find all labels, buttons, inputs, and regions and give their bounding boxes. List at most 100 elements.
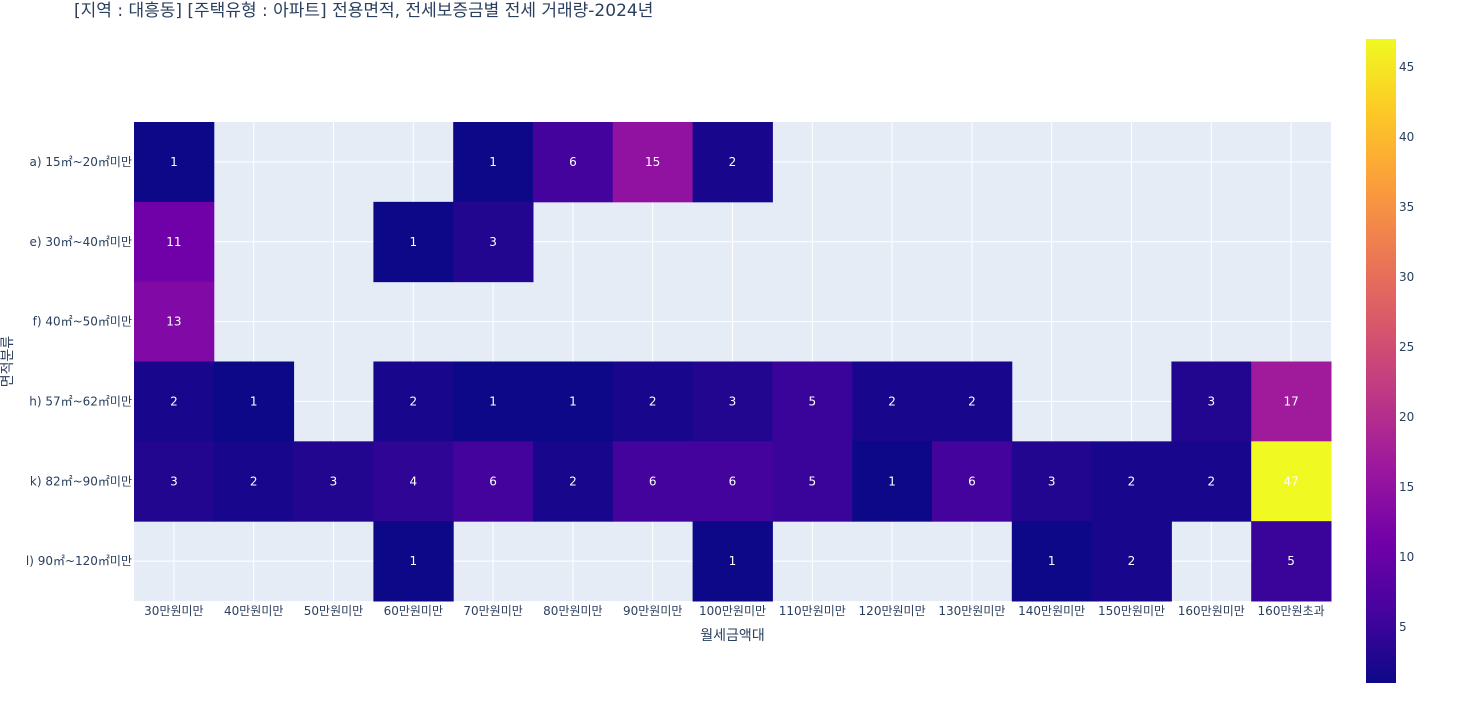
colorbar-tick-label: 45 bbox=[1399, 60, 1414, 74]
cell-value-label: 4 bbox=[409, 474, 417, 488]
cell-value-label: 6 bbox=[968, 474, 976, 488]
heatmap-cell bbox=[453, 361, 534, 442]
cell-value-label: 1 bbox=[409, 554, 417, 568]
heatmap-cell bbox=[453, 441, 534, 522]
cell-value-label: 1 bbox=[1048, 554, 1056, 568]
colorbar-tick-label: 20 bbox=[1399, 410, 1414, 424]
heatmap-cell bbox=[772, 441, 853, 522]
heatmap-cell bbox=[692, 361, 773, 442]
heatmap-cell bbox=[134, 281, 215, 362]
cell-value-label: 1 bbox=[250, 394, 258, 408]
y-tick-label: h) 57㎡~62㎡미만 bbox=[29, 394, 132, 408]
colorbar bbox=[1366, 39, 1396, 683]
cell-value-label: 15 bbox=[645, 155, 660, 169]
cell-value-label: 3 bbox=[330, 474, 338, 488]
cell-value-label: 11 bbox=[166, 235, 181, 249]
y-tick-label: k) 82㎡~90㎡미만 bbox=[30, 474, 132, 488]
y-tick-label: a) 15㎡~20㎡미만 bbox=[29, 155, 132, 169]
heatmap-cell bbox=[533, 122, 614, 203]
heatmap-cell bbox=[213, 441, 295, 522]
colorbar-tick-label: 40 bbox=[1399, 130, 1414, 144]
cell-value-label: 3 bbox=[170, 474, 178, 488]
heatmap-cell bbox=[1171, 441, 1252, 522]
heatmap-cell bbox=[1091, 441, 1172, 522]
cell-value-label: 6 bbox=[729, 474, 737, 488]
cell-value-label: 2 bbox=[1207, 474, 1215, 488]
x-tick-label: 50만원미만 bbox=[304, 604, 363, 618]
heatmap-cell bbox=[373, 361, 454, 442]
heatmap-cell bbox=[612, 122, 694, 203]
y-tick-label: f) 40㎡~50㎡미만 bbox=[33, 315, 132, 329]
x-tick-label: 70만원미만 bbox=[463, 604, 522, 618]
heatmap-cell bbox=[692, 122, 773, 203]
cell-value-label: 2 bbox=[729, 155, 737, 169]
heatmap-cell bbox=[1011, 441, 1093, 522]
heatmap-cell bbox=[772, 361, 853, 442]
cell-value-label: 5 bbox=[808, 474, 816, 488]
x-tick-label: 60만원미만 bbox=[384, 604, 443, 618]
heatmap-cell bbox=[1171, 361, 1252, 442]
heatmap-cell bbox=[1011, 521, 1093, 602]
heatmap-cell bbox=[852, 441, 933, 522]
cell-value-label: 1 bbox=[170, 155, 178, 169]
cell-value-label: 2 bbox=[1128, 474, 1136, 488]
cell-value-label: 1 bbox=[489, 155, 497, 169]
x-axis-ticks: 30만원미만 40만원미만 50만원미만 60만원미만 70만원미만 80만원미만 90만원… bbox=[144, 604, 1324, 618]
heatmap-cell bbox=[533, 441, 614, 522]
x-tick-label: 30만원미만 bbox=[144, 604, 203, 618]
heatmap-cell bbox=[134, 361, 215, 442]
heatmap-cell bbox=[453, 201, 534, 283]
colorbar-tick-label: 30 bbox=[1399, 270, 1414, 284]
cell-value-label: 3 bbox=[1207, 394, 1215, 408]
heatmap-cell bbox=[134, 122, 215, 203]
cell-value-label: 2 bbox=[569, 474, 577, 488]
y-tick-label: l) 90㎡~120㎡미만 bbox=[26, 554, 132, 568]
cell-value-label: 3 bbox=[1048, 474, 1056, 488]
cell-value-label: 5 bbox=[1287, 554, 1295, 568]
heatmap-cell bbox=[373, 521, 454, 602]
cell-value-label: 2 bbox=[968, 394, 976, 408]
colorbar-tick-label: 5 bbox=[1399, 620, 1407, 634]
x-tick-label: 150만원미만 bbox=[1098, 604, 1165, 618]
cell-value-label: 2 bbox=[250, 474, 258, 488]
heatmap-cell bbox=[692, 441, 773, 522]
cell-value-label: 2 bbox=[888, 394, 896, 408]
cell-value-label: 17 bbox=[1283, 394, 1298, 408]
cell-value-label: 13 bbox=[166, 315, 181, 329]
x-tick-label: 80만원미만 bbox=[543, 604, 602, 618]
cell-value-label: 6 bbox=[569, 155, 577, 169]
x-axis-title: 월세금액대 bbox=[700, 628, 764, 644]
cell-value-label: 47 bbox=[1283, 474, 1298, 488]
cell-value-label: 2 bbox=[170, 394, 178, 408]
cell-value-label: 3 bbox=[489, 235, 497, 249]
cell-value-label: 5 bbox=[808, 394, 816, 408]
x-tick-label: 40만원미만 bbox=[224, 604, 283, 618]
colorbar-tick-label: 10 bbox=[1399, 550, 1414, 564]
cell-value-label: 3 bbox=[729, 394, 737, 408]
heatmap-cell bbox=[1251, 521, 1332, 602]
x-tick-label: 120만원미만 bbox=[859, 604, 926, 618]
chart-title: [지역 : 대흥동] [주택유형 : 아파트] 전용면적, 전세보증금별 전세 … bbox=[74, 1, 654, 21]
cell-value-label: 2 bbox=[409, 394, 417, 408]
heatmap-cell bbox=[453, 122, 534, 203]
cell-value-label: 1 bbox=[569, 394, 577, 408]
cell-value-label: 6 bbox=[649, 474, 657, 488]
cell-value-label: 1 bbox=[489, 394, 497, 408]
colorbar-tick-label: 35 bbox=[1399, 200, 1414, 214]
y-axis-title: 면적분류 bbox=[0, 336, 16, 388]
heatmap-cell bbox=[692, 521, 773, 602]
x-tick-label: 130만원미만 bbox=[938, 604, 1005, 618]
heatmap-cell bbox=[932, 361, 1013, 442]
colorbar-tick-label: 25 bbox=[1399, 340, 1414, 354]
heatmap-cell bbox=[932, 441, 1013, 522]
heatmap-cell bbox=[134, 201, 215, 283]
heatmap-cell bbox=[293, 441, 374, 522]
heatmap-cell bbox=[1251, 361, 1332, 442]
heatmap-cell bbox=[533, 361, 614, 442]
colorbar-ticks: 5 10 15 20 25 30 35 40 45 bbox=[1399, 60, 1414, 634]
y-axis-ticks: a) 15㎡~20㎡미만 e) 30㎡~40㎡미만 f) 40㎡~50㎡미만 h) 5… bbox=[26, 155, 132, 568]
x-tick-label: 100만원미만 bbox=[699, 604, 766, 618]
heatmap-cell bbox=[1091, 521, 1172, 602]
